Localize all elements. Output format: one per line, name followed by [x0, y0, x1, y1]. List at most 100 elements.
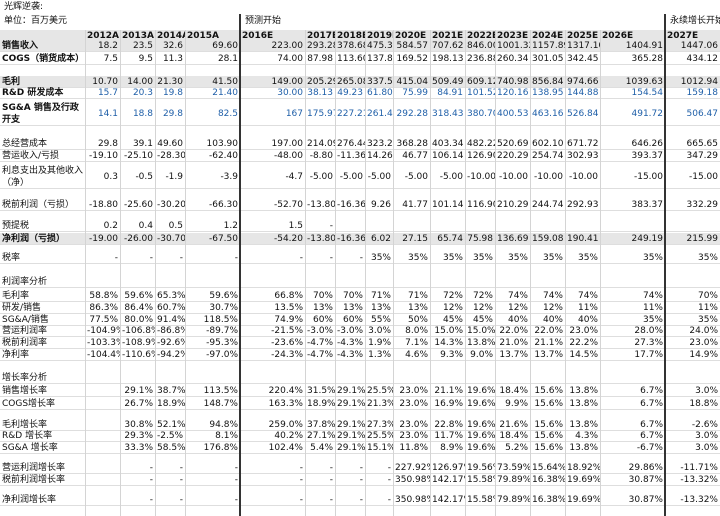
- cell: 1.3%: [368, 350, 391, 360]
- cell: -: [359, 253, 363, 263]
- cell: 94.8%: [209, 420, 238, 430]
- row-band: [0, 494, 720, 506]
- cell: 25.5%: [367, 386, 393, 396]
- cell: 37.8%: [307, 420, 335, 430]
- cell: 77.5%: [89, 315, 118, 325]
- cell: -66.30: [208, 200, 238, 210]
- cell: 23.0%: [399, 431, 428, 441]
- cell: 378.68: [337, 41, 365, 51]
- cell: 21.6%: [499, 420, 528, 430]
- column-header: 2016E: [242, 31, 274, 41]
- cell: 8.0%: [405, 326, 428, 336]
- cell: 13.7%: [534, 350, 563, 360]
- cell: 23.0%: [569, 326, 598, 336]
- cell: 0.3: [103, 172, 118, 182]
- cell: 75.99: [402, 88, 428, 98]
- column-line: [430, 30, 431, 516]
- cell: 214.09: [307, 139, 335, 149]
- cell: 103.90: [206, 139, 239, 149]
- cell: 27.15: [402, 234, 428, 244]
- cell: 10.70: [92, 77, 118, 87]
- unit-label: 单位：百万美元: [4, 16, 68, 26]
- cell: 393.37: [631, 151, 664, 161]
- cell: 197.00: [271, 139, 304, 149]
- cell: 113.60: [337, 54, 365, 64]
- cell: 1404.91: [625, 41, 663, 51]
- cell: 41.50: [212, 77, 238, 87]
- cell: 1317.10: [567, 41, 600, 51]
- column-line: [365, 30, 366, 516]
- cell: 0.4: [138, 221, 153, 231]
- row-band: [0, 199, 720, 211]
- cell: 11%: [642, 303, 663, 313]
- row-label: SG&A 增长率: [2, 443, 58, 453]
- cell: 13%: [370, 303, 391, 313]
- cell: 15.6%: [534, 399, 563, 409]
- cell: 74.9%: [274, 315, 303, 325]
- cell: 23.0%: [399, 399, 428, 409]
- cell: -67.50: [208, 234, 238, 244]
- cell: 120.16: [497, 88, 529, 98]
- cell: -: [387, 495, 391, 505]
- row-band: [0, 442, 720, 454]
- cell: 29.1%: [337, 399, 365, 409]
- row-label: 毛利: [2, 77, 21, 87]
- cell: 45%: [472, 315, 493, 325]
- column-header: 2026E: [602, 31, 634, 41]
- cell: -94.2%: [157, 350, 185, 360]
- cell: 368.28: [396, 139, 429, 149]
- cell: 13.8%: [569, 399, 598, 409]
- cell: 19.56%: [467, 463, 495, 473]
- cell: 30.87%: [628, 475, 663, 485]
- cell: -: [329, 495, 333, 505]
- cell: 31.5%: [307, 386, 335, 396]
- cell: -: [114, 253, 118, 263]
- cell: 856.84: [532, 77, 564, 87]
- cell: 18.4%: [499, 431, 528, 441]
- cell: 14.00: [127, 77, 153, 87]
- cell: 671.72: [567, 139, 599, 149]
- column-header: 2014A: [157, 31, 185, 41]
- cell: -97.0%: [206, 350, 238, 360]
- cell: 65.74: [437, 234, 463, 244]
- cell: 29.86%: [628, 463, 663, 473]
- cell: -: [299, 463, 303, 473]
- cell: -28.30: [157, 151, 185, 161]
- row-label: 利润率分析: [2, 277, 48, 287]
- cell: 1447.06: [680, 41, 718, 51]
- cell: 38.13: [307, 88, 333, 98]
- cell: 74%: [542, 291, 563, 301]
- cell: 15.1%: [367, 443, 393, 453]
- cell: -8.80: [309, 151, 333, 161]
- cell: -: [179, 495, 183, 505]
- cell: 14.1: [97, 109, 118, 119]
- cell: 5.2%: [505, 443, 528, 453]
- cell: 16.38%: [532, 495, 565, 505]
- cell: -86.8%: [157, 326, 185, 336]
- row-band: [0, 325, 720, 337]
- cell: 35%: [642, 253, 663, 263]
- column-line: [305, 30, 306, 516]
- cell: 66.8%: [274, 291, 303, 301]
- cell: -18.80: [88, 200, 118, 210]
- cell: 13.8%: [569, 420, 598, 430]
- cell: -10.00: [498, 172, 528, 182]
- cell: 22.0%: [499, 326, 528, 336]
- cell: 19.69%: [567, 495, 600, 505]
- cell: 1001.32: [497, 41, 530, 51]
- cell: 1.9%: [368, 338, 391, 348]
- cell: 82.5: [217, 109, 238, 119]
- row-label: 毛利率: [2, 291, 30, 301]
- cell: 176.8%: [203, 443, 238, 453]
- cell: -24.3%: [271, 350, 303, 360]
- cell: 1157.89: [532, 41, 565, 51]
- cell: -104.4%: [87, 350, 120, 360]
- cell: 0.5: [168, 221, 183, 231]
- cell: 365.28: [631, 54, 664, 64]
- cell: 19.6%: [467, 443, 495, 453]
- cell: -13.80: [307, 234, 335, 244]
- cell: 15.64%: [532, 463, 565, 473]
- cell: -4.7%: [307, 350, 334, 360]
- cell: -25.60: [123, 200, 153, 210]
